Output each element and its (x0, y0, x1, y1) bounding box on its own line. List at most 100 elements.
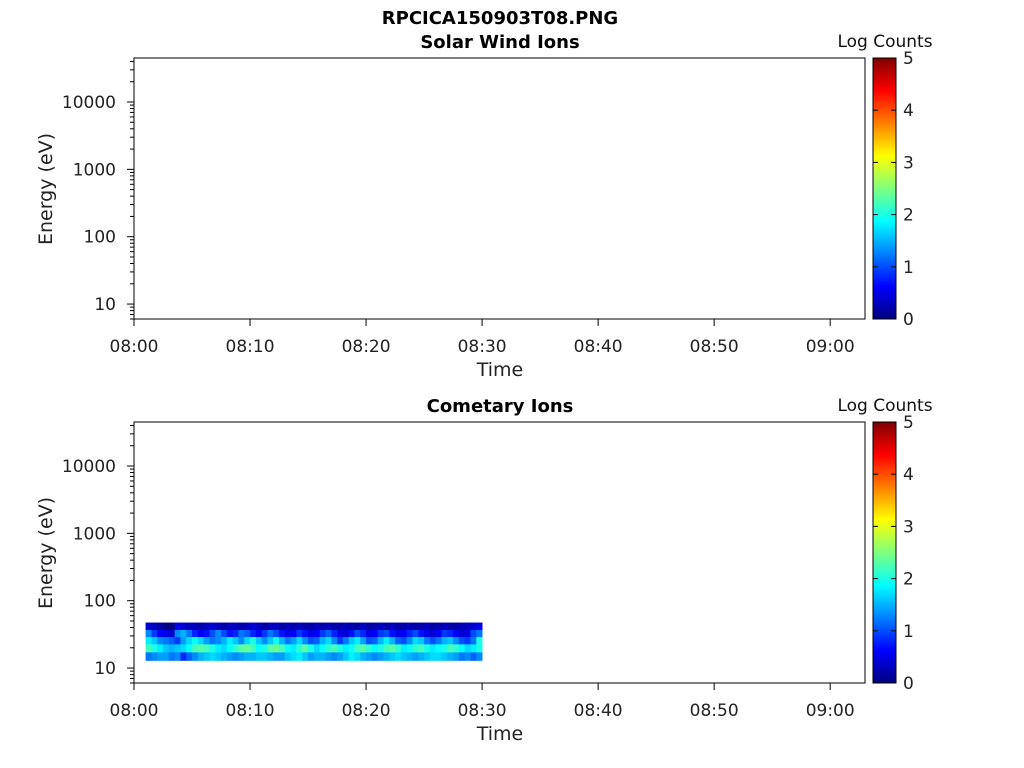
heatmap-cell (209, 643, 216, 653)
heatmap-cell (255, 636, 263, 645)
heatmap-cell (255, 643, 263, 653)
heatmap-cell (313, 643, 321, 653)
heatmap-cell (395, 622, 402, 630)
y-tick-label: 10000 (62, 93, 116, 113)
heatmap-cell (261, 622, 268, 630)
heatmap-cell (250, 643, 257, 653)
heatmap-cell (290, 629, 297, 638)
y-tick-label: 10 (94, 295, 116, 315)
heatmap-cell (470, 629, 477, 638)
heatmap-cell (371, 629, 379, 638)
heatmap-cell (296, 636, 303, 645)
heatmap-cell (215, 622, 222, 630)
heatmap-cell (429, 643, 437, 653)
colorbar-tick-label: 5 (903, 49, 914, 69)
heatmap-cell (337, 643, 344, 653)
heatmap-cell (389, 643, 396, 653)
colorbar-tick-label: 3 (903, 153, 914, 173)
heatmap-cell (424, 636, 431, 645)
heatmap-cell (308, 629, 315, 638)
y-tick-label: 1000 (73, 524, 116, 544)
x-tick-label: 09:00 (806, 337, 855, 357)
heatmap-cell (435, 629, 442, 638)
colorbar-tick-label: 1 (903, 258, 914, 278)
heatmap-cell (319, 651, 326, 661)
heatmap-cell (238, 651, 245, 661)
heatmap-cell (284, 643, 292, 653)
heatmap-cell (273, 622, 280, 630)
heatmap-cell (470, 636, 477, 645)
colorbar-tick-label: 3 (903, 517, 914, 537)
heatmap-cell (302, 629, 309, 638)
heatmap-cell (308, 622, 315, 630)
y-axis: 10 100 1000 10000 (62, 60, 134, 320)
heatmap-cell (209, 622, 216, 630)
heatmap-cell (163, 643, 170, 653)
heatmap-cell (424, 651, 431, 661)
panel-title: Solar Wind Ions (420, 32, 579, 53)
heatmap-cell (168, 643, 176, 653)
heatmap-cell (418, 622, 425, 630)
heatmap-cell (406, 636, 413, 645)
heatmap-cell (174, 651, 181, 661)
y-tick-label: 100 (84, 228, 116, 248)
heatmap-cell (406, 651, 413, 661)
heatmap-cell (180, 651, 187, 661)
heatmap-cell (163, 636, 170, 645)
heatmap-cell (313, 636, 321, 645)
heatmap-cell (226, 629, 234, 638)
heatmap-cell (279, 622, 286, 630)
heatmap-cell (383, 636, 390, 645)
heatmap-cell (366, 629, 373, 638)
heatmap-cell (209, 636, 216, 645)
heatmap-cell (371, 622, 379, 630)
heatmap-cell (429, 629, 437, 638)
heatmap-cell (342, 622, 350, 630)
x-tick-label: 08:30 (458, 337, 507, 357)
heatmap-cell (383, 651, 390, 661)
heatmap-cell (163, 651, 170, 661)
heatmap-cell (255, 651, 263, 661)
figure-title: RPCICA150903T08.PNG (382, 8, 618, 29)
heatmap-cell (180, 622, 187, 630)
heatmap-cell (447, 643, 454, 653)
heatmap-cell (290, 643, 297, 653)
x-tick-label: 08:50 (690, 337, 739, 357)
x-tick-label: 08:40 (574, 701, 623, 721)
heatmap-cell (470, 622, 477, 630)
colorbar (872, 421, 897, 684)
heatmap-cell (180, 636, 187, 645)
heatmap-cell (267, 651, 274, 661)
colorbar-label: Log Counts (837, 396, 932, 416)
heatmap-cell (377, 636, 384, 645)
heatmap-cell (273, 643, 280, 653)
colorbar-tick-label: 2 (903, 206, 914, 226)
heatmap-cell (435, 636, 442, 645)
heatmap-cell (377, 629, 384, 638)
heatmap-cell (238, 643, 245, 653)
heatmap-cell (441, 629, 448, 638)
x-tick-label: 08:00 (110, 337, 159, 357)
heatmap-cell (168, 622, 176, 630)
y-tick-label: 10 (94, 659, 116, 679)
heatmap-cell (203, 643, 210, 653)
heatmap-cell (174, 622, 181, 630)
heatmap-cells (145, 622, 483, 661)
heatmap-cell (400, 622, 408, 630)
heatmap-cell (389, 636, 396, 645)
heatmap-cell (261, 629, 268, 638)
heatmap-cell (215, 636, 222, 645)
heatmap-cell (197, 651, 205, 661)
heatmap-cell (151, 622, 158, 630)
heatmap-cell (308, 651, 315, 661)
y-tick-label: 10000 (62, 457, 116, 477)
heatmap-cell (273, 636, 280, 645)
x-tick-label: 08:00 (110, 701, 159, 721)
y-axis-label: Energy (eV) (35, 133, 57, 245)
heatmap-cell (418, 651, 425, 661)
heatmap-cell (174, 629, 181, 638)
heatmap-cell (267, 622, 274, 630)
heatmap-cell (331, 636, 338, 645)
